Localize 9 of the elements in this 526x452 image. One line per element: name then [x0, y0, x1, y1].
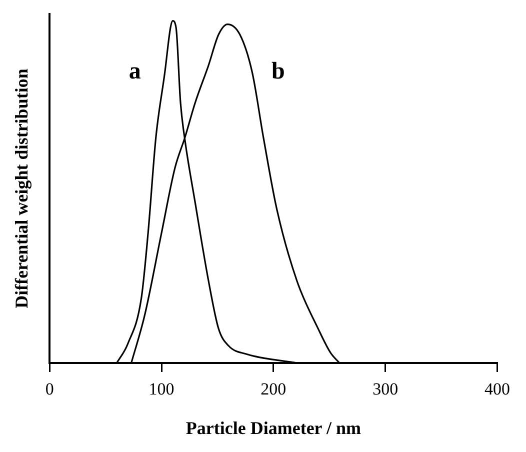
x-tick-label: 400 [484, 380, 510, 399]
x-tick-label: 100 [148, 380, 174, 399]
x-tick-label: 0 [45, 380, 54, 399]
x-tick-label: 200 [260, 380, 286, 399]
series-label: b [271, 58, 285, 84]
x-axis-title: Particle Diameter / nm [186, 418, 361, 438]
series-label: a [128, 58, 141, 84]
x-tick-label: 300 [372, 380, 398, 399]
y-axis-title: Differential weight distribution [11, 68, 32, 308]
